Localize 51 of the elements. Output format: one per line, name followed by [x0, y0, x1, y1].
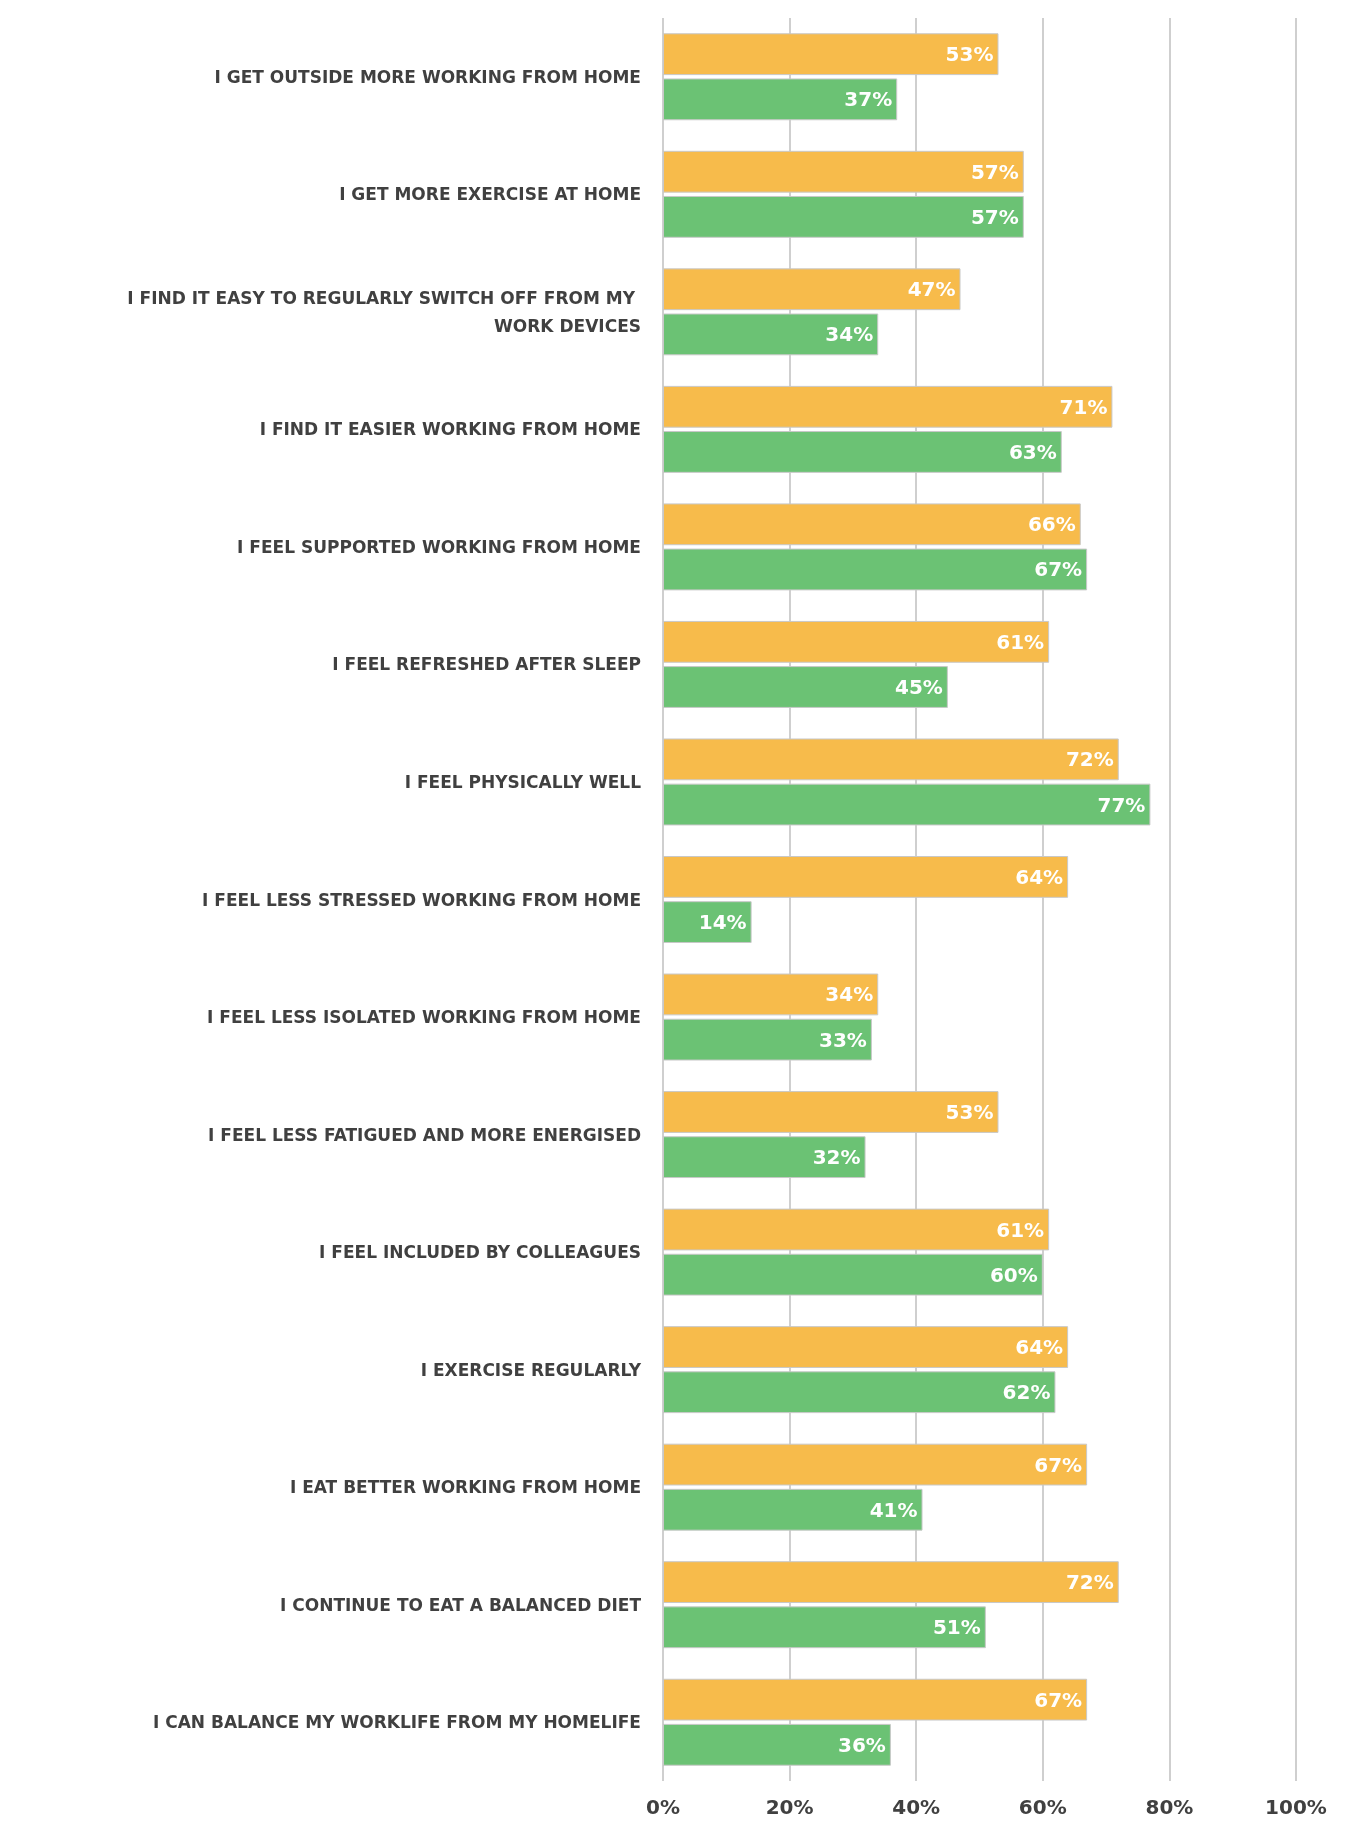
data-label: 64%: [1015, 1335, 1064, 1360]
y-tick-label: I FEEL LESS FATIGUED AND MORE ENERGISED: [208, 1124, 641, 1145]
y-tick-label: I FEEL SUPPORTED WORKING FROM HOME: [237, 536, 641, 557]
data-label: 72%: [1065, 747, 1114, 772]
x-tick-label: 60%: [1018, 1795, 1067, 1819]
data-label: 34%: [825, 982, 874, 1007]
y-tick-label: I FEEL LESS ISOLATED WORKING FROM HOME: [207, 1007, 641, 1028]
data-label: 47%: [907, 277, 956, 302]
y-tick-label: I EAT BETTER WORKING FROM HOME: [289, 1477, 641, 1498]
x-tick-label: 40%: [892, 1795, 941, 1819]
y-tick-label: I FEEL PHYSICALLY WELL: [404, 771, 642, 792]
y-tick-label: I EXERCISE REGULARLY: [420, 1359, 642, 1380]
x-tick-label: 80%: [1145, 1795, 1194, 1819]
y-tick-label: I GET MORE EXERCISE AT HOME: [339, 184, 641, 205]
data-label: 67%: [1034, 557, 1083, 582]
data-label: 57%: [970, 204, 1019, 229]
data-label: 36%: [838, 1732, 886, 1757]
data-label: 53%: [945, 42, 994, 67]
data-label: 51%: [932, 1615, 981, 1640]
data-label: 62%: [1002, 1380, 1051, 1405]
data-label: 77%: [1097, 792, 1146, 817]
data-label: 32%: [812, 1145, 861, 1170]
data-label: 41%: [869, 1497, 918, 1522]
y-tick-label: I FIND IT EASIER WORKING FROM HOME: [259, 419, 641, 440]
data-label: 53%: [945, 1099, 994, 1124]
data-label: 67%: [1034, 1687, 1083, 1712]
data-label: 61%: [996, 1217, 1045, 1242]
x-tick-label: 20%: [765, 1795, 814, 1819]
data-label: 37%: [844, 87, 893, 112]
data-label: 67%: [1034, 1452, 1083, 1477]
y-tick-label: I GET OUTSIDE MORE WORKING FROM HOME: [214, 66, 641, 87]
data-label: 33%: [819, 1027, 867, 1052]
data-label: 57%: [970, 159, 1019, 184]
x-tick-label: 0%: [646, 1795, 680, 1819]
y-tick-label: I CONTINUE TO EAT A BALANCED DIET: [280, 1594, 642, 1615]
data-label: 71%: [1059, 394, 1108, 419]
data-label: 72%: [1065, 1570, 1114, 1595]
y-tick-label: I FEEL LESS STRESSED WORKING FROM HOME: [202, 889, 641, 910]
data-label: 14%: [698, 910, 747, 935]
y-tick-label: I FEEL INCLUDED BY COLLEAGUES: [319, 1242, 641, 1263]
data-label: 64%: [1015, 864, 1064, 889]
y-tick-label: I FEEL REFRESHED AFTER SLEEP: [332, 654, 641, 675]
data-label: 45%: [894, 675, 943, 700]
x-tick-label: 100%: [1265, 1795, 1327, 1819]
data-label: 34%: [825, 322, 874, 347]
y-tick-label: I CAN BALANCE MY WORKLIFE FROM MY HOMELIFE: [152, 1712, 641, 1733]
data-label: 60%: [989, 1262, 1038, 1287]
data-label: 66%: [1027, 512, 1076, 537]
data-label: 61%: [996, 629, 1045, 654]
y-tick-label: I FIND IT EASY TO REGULARLY SWITCH OFF FROM MY WORK DEVICES: [127, 287, 641, 336]
data-label: 63%: [1008, 439, 1057, 464]
